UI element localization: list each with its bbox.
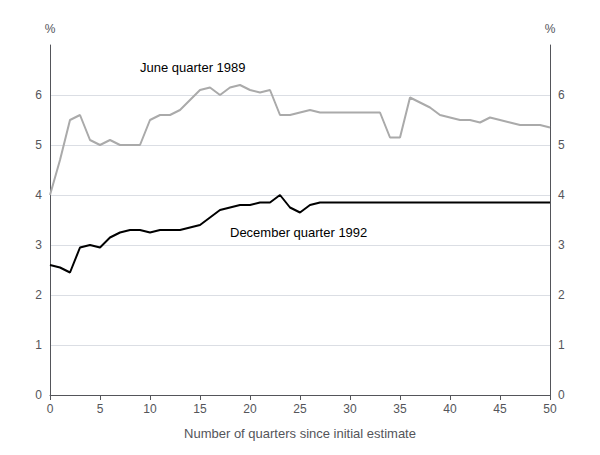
svg-text:4: 4 <box>35 188 42 202</box>
svg-text:1: 1 <box>558 338 565 352</box>
svg-text:December quarter 1992: December quarter 1992 <box>230 225 367 240</box>
svg-text:0: 0 <box>47 402 54 416</box>
svg-text:2: 2 <box>35 288 42 302</box>
svg-text:30: 30 <box>343 402 357 416</box>
svg-text:0: 0 <box>558 388 565 402</box>
svg-text:5: 5 <box>35 138 42 152</box>
svg-text:Number of quarters since initi: Number of quarters since initial estimat… <box>184 426 416 441</box>
svg-text:%: % <box>45 22 56 36</box>
svg-text:0: 0 <box>35 388 42 402</box>
svg-text:40: 40 <box>443 402 457 416</box>
svg-text:25: 25 <box>293 402 307 416</box>
svg-text:3: 3 <box>558 238 565 252</box>
svg-text:%: % <box>545 22 556 36</box>
svg-text:15: 15 <box>193 402 207 416</box>
svg-text:35: 35 <box>393 402 407 416</box>
svg-text:3: 3 <box>35 238 42 252</box>
svg-text:1: 1 <box>35 338 42 352</box>
svg-text:50: 50 <box>543 402 557 416</box>
svg-text:2: 2 <box>558 288 565 302</box>
svg-text:5: 5 <box>558 138 565 152</box>
svg-text:6: 6 <box>558 88 565 102</box>
svg-text:5: 5 <box>97 402 104 416</box>
svg-text:20: 20 <box>243 402 257 416</box>
svg-text:6: 6 <box>35 88 42 102</box>
svg-text:10: 10 <box>143 402 157 416</box>
svg-text:4: 4 <box>558 188 565 202</box>
svg-text:45: 45 <box>493 402 507 416</box>
svg-text:June quarter 1989: June quarter 1989 <box>140 60 246 75</box>
